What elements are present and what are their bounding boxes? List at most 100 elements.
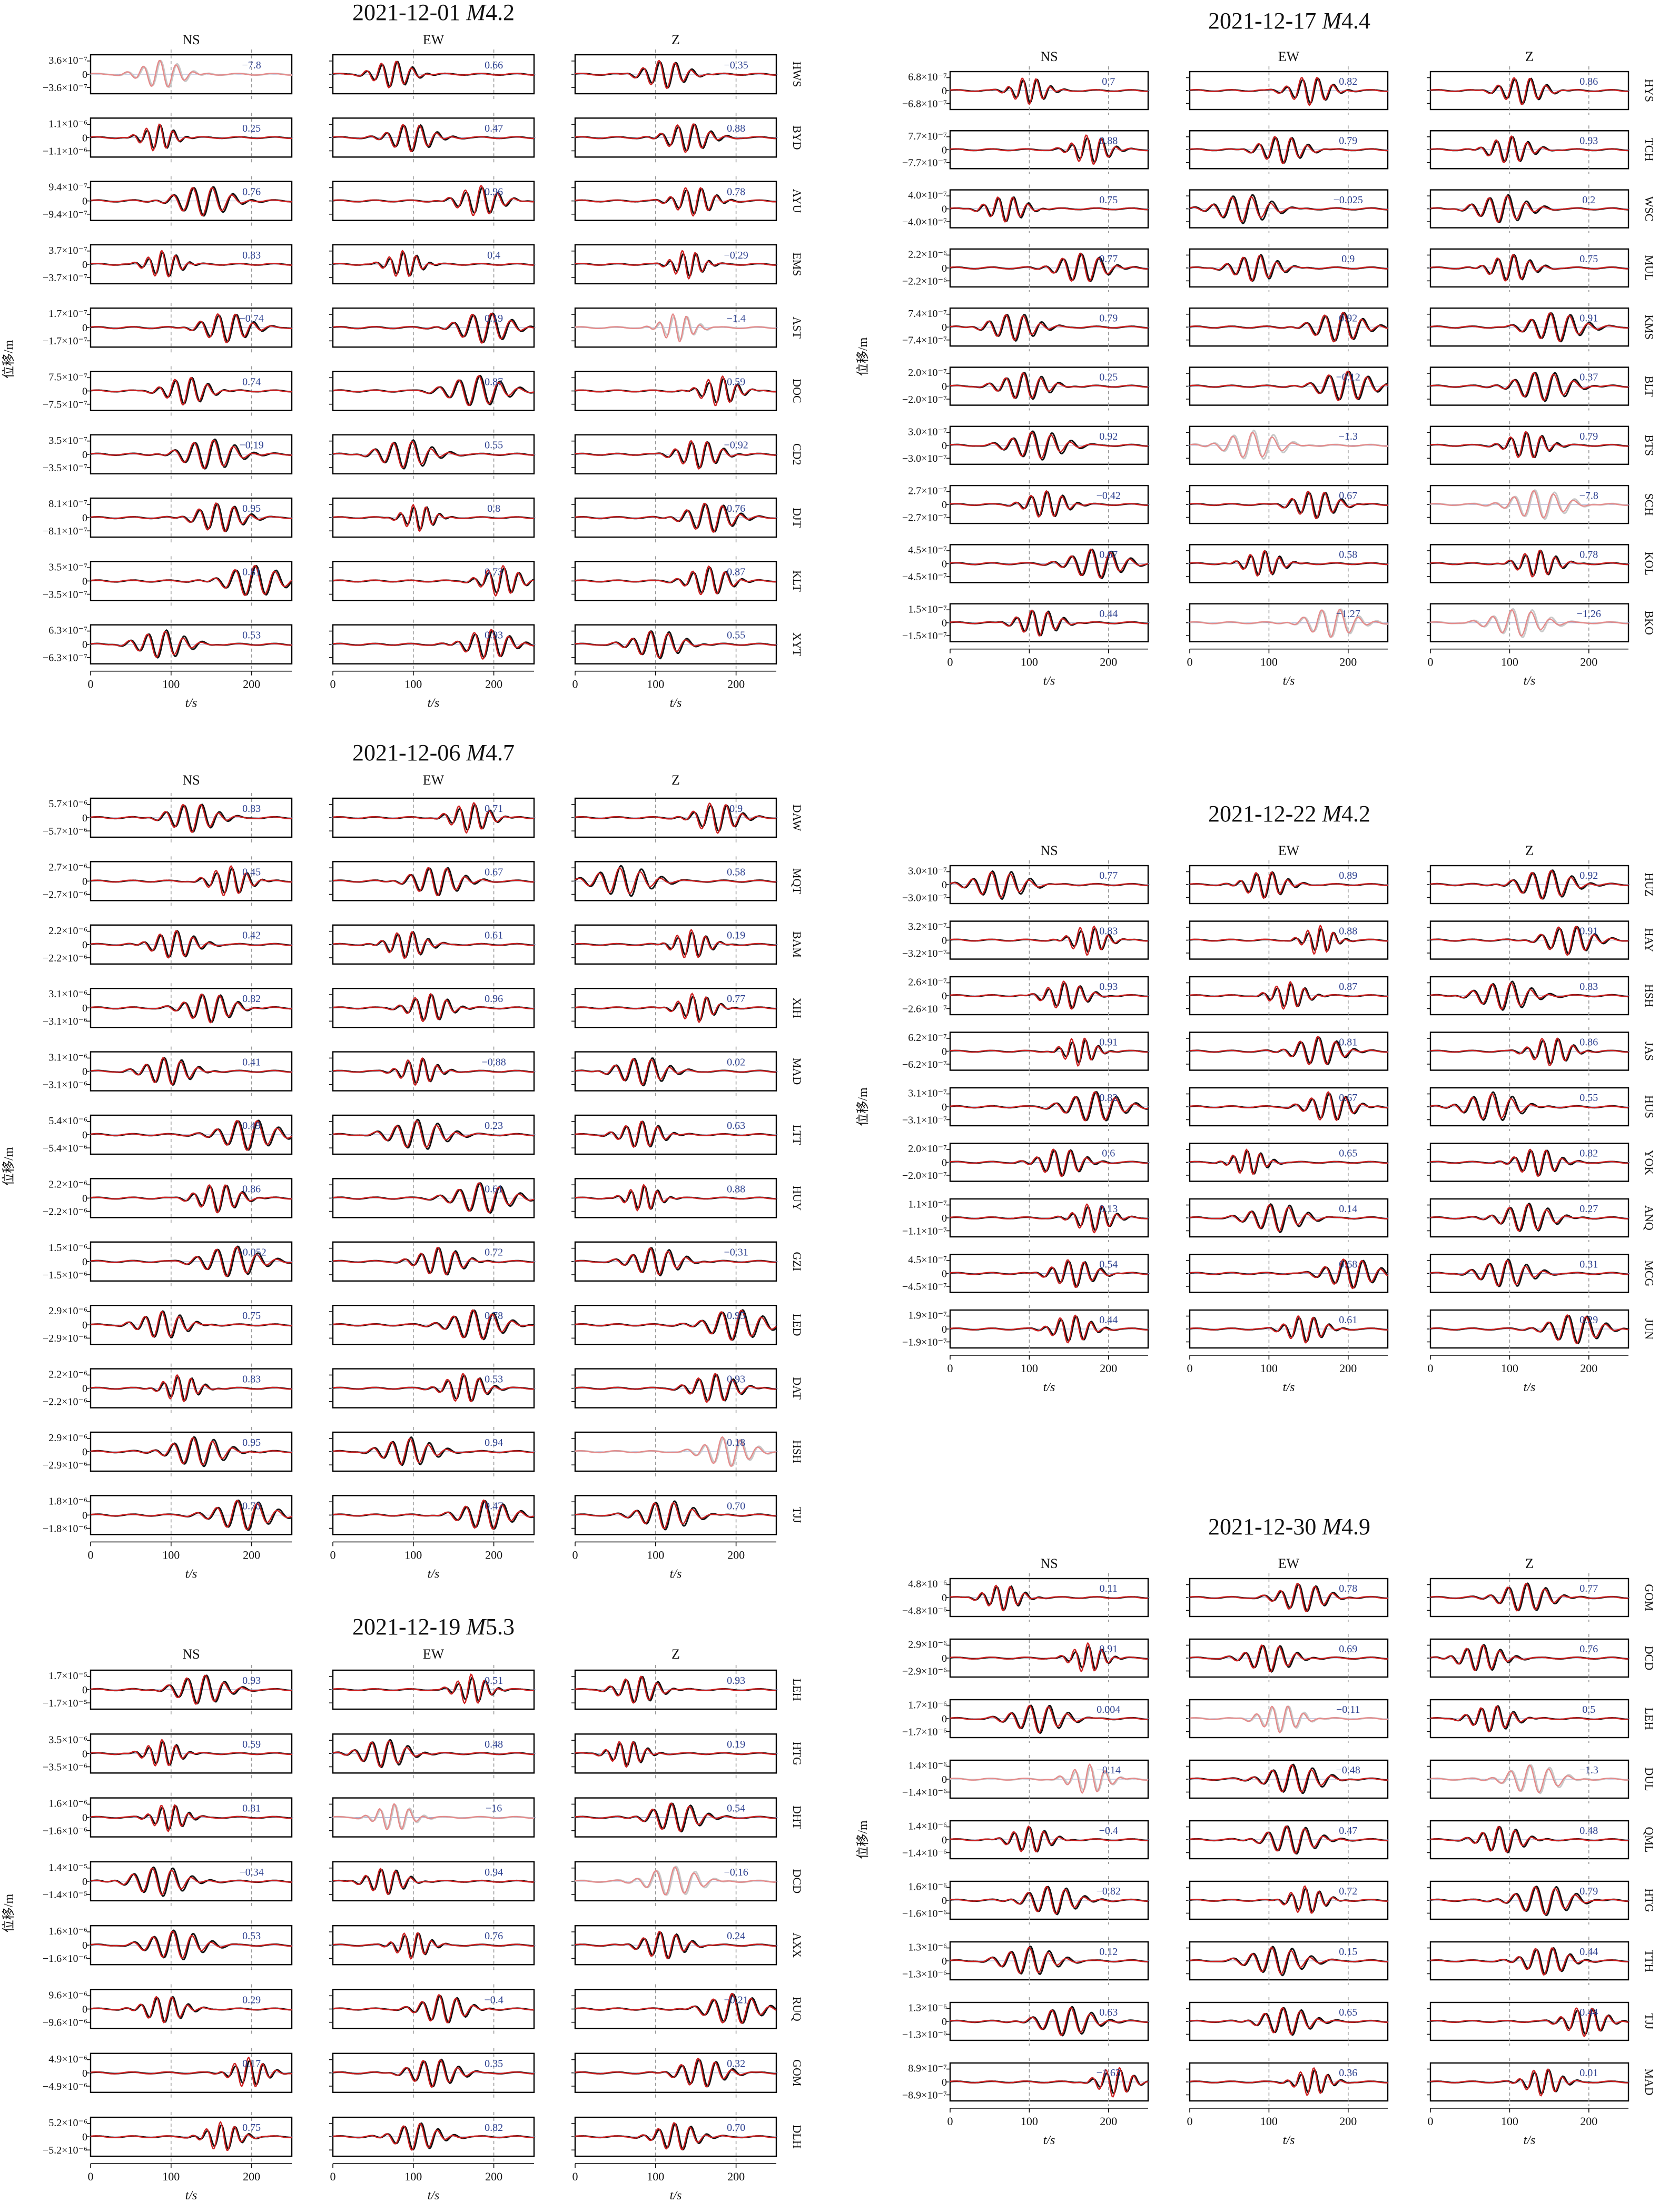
x-tick-label: 0 (947, 2115, 953, 2128)
synthetic-waveform (332, 564, 535, 597)
amplitude-zero-label: 0 (942, 879, 947, 891)
amplitude-max-label: 6.2×10⁻⁷ (908, 1032, 947, 1044)
amplitude-zero-label: 0 (82, 2068, 87, 2079)
synthetic-waveform (950, 431, 1148, 459)
station-row: 2.7×10⁻⁷ 0−2.7×10⁻⁷ SCH −0.42 0.67 −7.8 (902, 480, 1656, 529)
synthetic-waveform (1189, 1091, 1388, 1122)
x-tick-label: 0 (572, 2170, 578, 2183)
cc-value: 0.47 (1339, 1825, 1357, 1837)
synthetic-waveform (1189, 2067, 1388, 2096)
event-title: 2021-12-06 M4.7 (352, 740, 515, 766)
trace-panel-EW: 0.96 (329, 176, 536, 226)
trace-panel-EW: 0.4 (329, 239, 536, 289)
amplitude-zero-label: 0 (82, 1066, 87, 1078)
synthetic-waveform (1189, 1705, 1388, 1734)
station-name: TJJ (1643, 2013, 1656, 2030)
amplitude-zero-label: 0 (82, 449, 87, 461)
trace-panel-EW: 0.89 (1186, 860, 1389, 909)
amplitude-zero-label: 0 (82, 259, 87, 271)
cc-value: 0.81 (242, 566, 261, 578)
synthetic-waveform (332, 124, 535, 153)
synthetic-waveform (1430, 2007, 1629, 2038)
cc-value: 0.76 (1579, 1643, 1598, 1655)
amplitude-max-label: 3.1×10⁻⁷ (908, 1088, 947, 1099)
trace-panel-Z: 0.44 (1427, 1937, 1630, 1985)
cc-value: −1.4 (726, 313, 745, 324)
trace-panel-NS: 0.63 (946, 1997, 1150, 2046)
x-axis-NS: 0 100 200 t/s (947, 2108, 1148, 2147)
trace-panel-Z: 0.02 (571, 1046, 778, 1096)
synthetic-waveform (575, 1992, 777, 2024)
cc-value: 0.91 (1579, 926, 1598, 937)
trace-panel-Z: 0.86 (1427, 1027, 1630, 1076)
amplitude-max-label: 5.7×10⁻⁶ (48, 798, 87, 810)
amplitude-zero-label: 0 (82, 1684, 87, 1696)
trace-panel-Z: 0.55 (571, 619, 778, 669)
station-name: DOC (791, 379, 804, 403)
station-row: 1.6×10⁻⁶ 0 −1.6×10⁻⁶ DHT 0.81 −16 0.54 (43, 1792, 804, 1842)
station-row: 1.9×10⁻⁷ 0−1.9×10⁻⁷ JUN 0.44 0.61 0.29 (902, 1305, 1656, 1353)
synthetic-waveform (1189, 312, 1388, 343)
cc-value: −1.27 (1336, 608, 1360, 620)
cc-value: 0.88 (1099, 135, 1118, 147)
station-row: 4.5×10⁻⁷ 0−4.5×10⁻⁷ MCG 0.54 0.68 0.31 (902, 1249, 1656, 1298)
trace-panel-EW: 0.36 (1186, 2058, 1389, 2106)
amplitude-min-label: −5.7×10⁻⁶ (43, 826, 87, 837)
synthetic-waveform (90, 123, 292, 152)
station-name: MUL (1643, 255, 1656, 281)
trace-panel-NS: 0.95 (87, 493, 293, 543)
station-row: 5.7×10⁻⁶ 0 −5.7×10⁻⁶ DAW 0.83 0.71 0.9 (43, 793, 804, 842)
amplitude-min-label: −3.5×10⁻⁷ (43, 589, 87, 600)
cc-value: 0.96 (485, 993, 503, 1005)
synthetic-waveform (90, 1739, 292, 1767)
synthetic-waveform (575, 630, 776, 659)
station-name: HWS (791, 62, 804, 87)
cc-value: 0.61 (485, 930, 503, 941)
cc-value: −0.4 (484, 1994, 503, 2006)
synthetic-waveform (1189, 1644, 1388, 1673)
synthetic-waveform (90, 993, 292, 1024)
cc-value: 0.91 (1099, 1037, 1118, 1048)
amplitude-max-label: 1.9×10⁻⁷ (908, 1310, 947, 1322)
cc-value: 0.77 (1099, 870, 1118, 881)
synthetic-waveform (950, 196, 1149, 223)
station-name: HYS (1643, 79, 1656, 102)
cc-value: 0.87 (1339, 981, 1357, 993)
station-name: DJT (791, 508, 804, 528)
synthetic-waveform (575, 1310, 777, 1341)
y-axis-label: 位移/m (2, 340, 16, 379)
station-row: 1.4×10⁻⁶ 0−1.4×10⁻⁶ DUL −0.14 −0.48 −1.3 (902, 1755, 1656, 1803)
trace-panel-EW: 0.65 (1186, 1997, 1389, 2046)
trace-panel-NS: 0.54 (946, 1249, 1150, 1298)
amplitude-zero-label: 0 (942, 204, 947, 215)
trace-panel-EW: 0.79 (1186, 125, 1389, 174)
station-row: 2.9×10⁻⁶ 0 −2.9×10⁻⁶ HSH 0.95 0.94 0.18 (43, 1427, 804, 1476)
trace-panel-EW: 0.14 (1186, 1194, 1389, 1242)
trace-panel-Z: 0.88 (571, 1173, 778, 1223)
trace-panel-Z: 0.93 (571, 1665, 778, 1714)
station-row: 3.1×10⁻⁷ 0−3.1×10⁻⁷ HUS 0.82 0.67 0.55 (902, 1083, 1656, 1131)
station-name: LED (791, 1314, 804, 1336)
synthetic-waveform (1189, 196, 1388, 223)
cc-value: 0.72 (485, 1247, 503, 1258)
trace-panel-Z: 0.27 (1427, 1194, 1630, 1242)
component-header-Z: Z (671, 772, 680, 788)
trace-panel-Z: 0.78 (571, 176, 778, 226)
amplitude-zero-label: 0 (942, 1324, 947, 1335)
trace-panel-Z: 0.9 (571, 793, 778, 842)
cc-value: 0.54 (727, 1803, 745, 1814)
cc-value: −0.16 (724, 1867, 748, 1878)
station-name: KOL (1643, 552, 1656, 576)
event-date: 2021-12-22 (1208, 801, 1322, 827)
station-name: KLT (791, 570, 804, 592)
station-row: 9.4×10⁻⁷ 0 −9.4×10⁻⁷ AYU 0.76 0.96 0.78 (43, 176, 804, 226)
x-tick-label: 100 (404, 1548, 422, 1561)
synthetic-waveform (950, 1091, 1149, 1122)
station-name: TJJ (791, 1507, 804, 1523)
amplitude-zero-label: 0 (942, 1592, 947, 1604)
event-title: 2021-12-30 M4.9 (1208, 1514, 1370, 1540)
trace-panel-EW: −1.3 (1186, 421, 1389, 470)
trace-panel-NS: 0.86 (87, 1173, 293, 1223)
synthetic-waveform (575, 993, 777, 1023)
station-name: EMS (791, 252, 804, 276)
